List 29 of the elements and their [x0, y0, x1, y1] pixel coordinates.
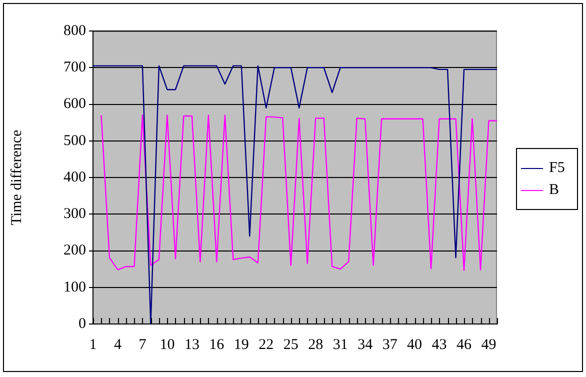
x-tick-label: 10 [160, 336, 175, 353]
y-tick-label: 600 [64, 96, 86, 112]
y-tick-label: 200 [64, 242, 86, 259]
x-tick-label: 16 [209, 336, 225, 353]
y-tick-label: 0 [78, 316, 86, 332]
legend-label: B [549, 182, 560, 198]
x-tick-label: 43 [432, 336, 447, 353]
legend-label: F5 [549, 160, 565, 176]
x-tick-label: 40 [407, 336, 422, 353]
y-tick-label: 400 [64, 169, 86, 186]
x-tick-label: 49 [481, 336, 496, 353]
x-tick-label: 22 [258, 336, 274, 353]
y-axis-title: Time difference [8, 129, 25, 226]
x-tick-label: 28 [308, 336, 324, 353]
x-tick-label: 34 [358, 336, 374, 353]
x-tick-label: 1 [89, 336, 97, 353]
y-tick-label: 100 [64, 279, 86, 296]
x-tick-label: 25 [283, 336, 298, 353]
x-tick-label: 31 [332, 336, 348, 353]
y-tick-label: 800 [64, 22, 86, 39]
x-tick-label: 46 [456, 336, 472, 353]
y-tick-label: 500 [64, 132, 86, 149]
x-tick-label: 4 [114, 336, 122, 353]
x-tick-label: 13 [184, 336, 200, 353]
x-tick-label: 19 [234, 336, 249, 353]
y-tick-label: 300 [64, 206, 86, 222]
x-tick-label: 7 [138, 336, 147, 353]
x-tick-label: 37 [382, 336, 398, 353]
y-tick-label: 700 [64, 60, 86, 76]
